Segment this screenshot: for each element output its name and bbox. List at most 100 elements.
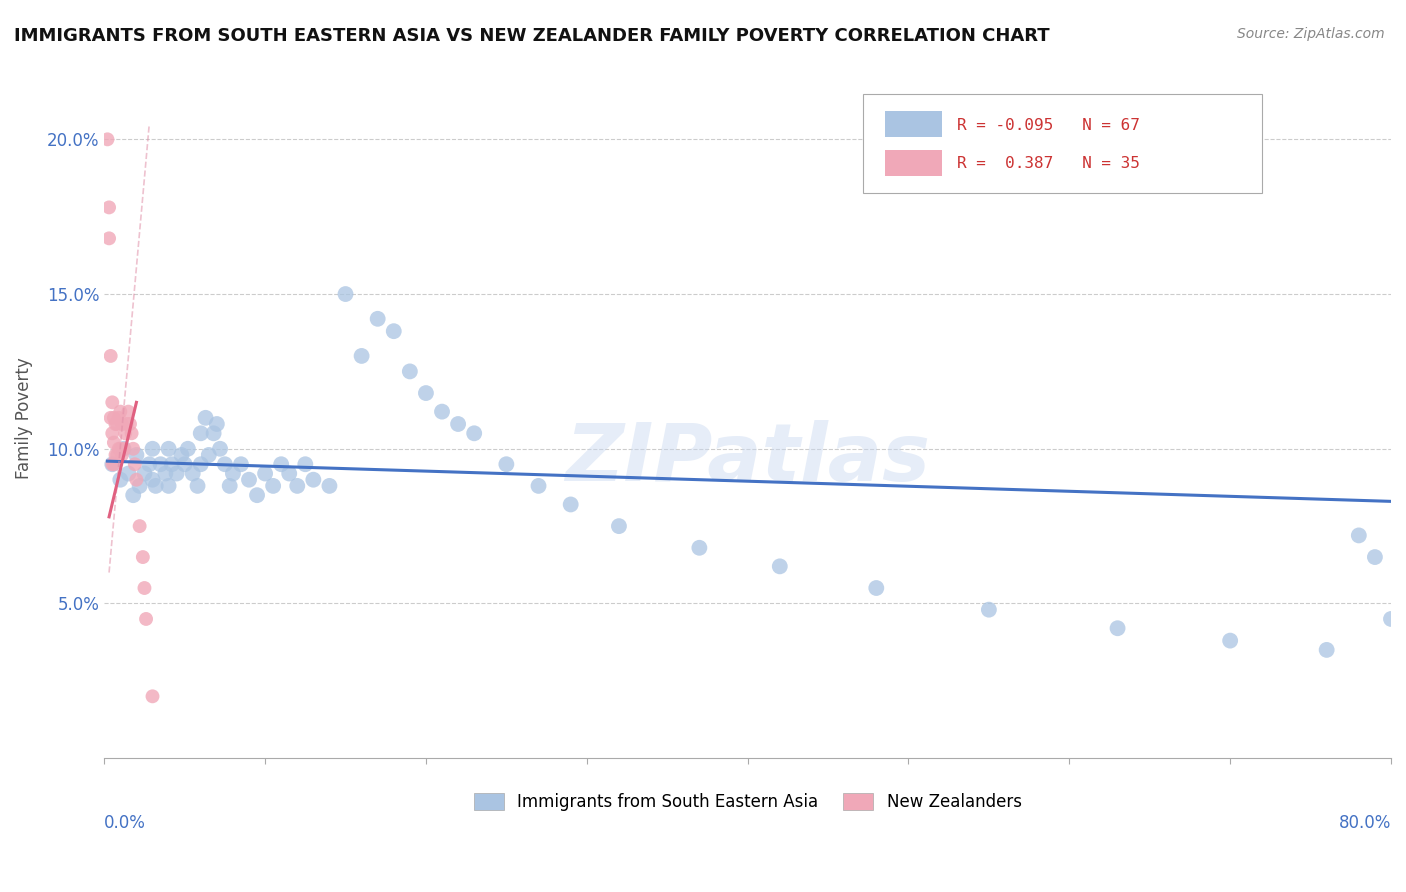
Point — [104, 448, 127, 462]
Point — [166, 467, 188, 481]
Point — [122, 488, 145, 502]
Point — [350, 349, 373, 363]
Point — [117, 404, 139, 418]
Point — [100, 410, 122, 425]
Point — [100, 349, 122, 363]
Point — [125, 473, 148, 487]
Point — [254, 467, 277, 481]
Point — [214, 457, 236, 471]
Point — [246, 488, 269, 502]
Point — [117, 467, 139, 481]
Point — [769, 559, 792, 574]
Legend: Immigrants from South Eastern Asia, New Zealanders: Immigrants from South Eastern Asia, New … — [467, 787, 1028, 818]
Point — [218, 479, 240, 493]
Point — [141, 473, 163, 487]
Point — [865, 581, 887, 595]
FancyBboxPatch shape — [886, 150, 942, 176]
Text: 0.0%: 0.0% — [104, 814, 146, 832]
Point — [149, 457, 172, 471]
Point — [209, 442, 232, 456]
Point — [98, 231, 121, 245]
Point — [560, 498, 582, 512]
Point — [134, 581, 156, 595]
Point — [98, 201, 121, 215]
Point — [128, 519, 150, 533]
Point — [135, 612, 157, 626]
Point — [110, 473, 132, 487]
Point — [194, 410, 217, 425]
Point — [399, 364, 422, 378]
Point — [125, 448, 148, 462]
Point — [101, 395, 124, 409]
Point — [122, 442, 145, 456]
Point — [262, 479, 284, 493]
Point — [134, 467, 156, 481]
Point — [155, 467, 177, 481]
Point — [1107, 621, 1129, 635]
Text: R =  0.387   N = 35: R = 0.387 N = 35 — [957, 156, 1140, 171]
Point — [1379, 612, 1402, 626]
Y-axis label: Family Poverty: Family Poverty — [15, 357, 32, 479]
Point — [977, 602, 1000, 616]
Point — [527, 479, 550, 493]
Point — [112, 442, 135, 456]
Point — [1316, 643, 1339, 657]
Point — [141, 690, 163, 704]
Point — [415, 386, 437, 401]
Point — [101, 457, 124, 471]
Point — [238, 473, 260, 487]
Point — [190, 426, 212, 441]
Text: ZIPatlas: ZIPatlas — [565, 419, 931, 498]
Point — [141, 442, 163, 456]
Point — [104, 417, 127, 431]
Point — [318, 479, 340, 493]
Point — [111, 417, 134, 431]
Point — [138, 457, 160, 471]
Point — [157, 442, 180, 456]
Point — [105, 448, 128, 462]
Point — [115, 417, 138, 431]
Point — [96, 132, 118, 146]
Point — [173, 457, 195, 471]
Point — [132, 550, 155, 565]
Text: IMMIGRANTS FROM SOUTH EASTERN ASIA VS NEW ZEALANDER FAMILY POVERTY CORRELATION C: IMMIGRANTS FROM SOUTH EASTERN ASIA VS NE… — [14, 27, 1050, 45]
Point — [335, 287, 357, 301]
Point — [103, 435, 125, 450]
Point — [157, 479, 180, 493]
Point — [145, 479, 167, 493]
Point — [285, 479, 308, 493]
Point — [118, 417, 141, 431]
Point — [112, 442, 135, 456]
Point — [688, 541, 710, 555]
Point — [278, 467, 301, 481]
Point — [205, 417, 228, 431]
Point — [294, 457, 316, 471]
Point — [270, 457, 292, 471]
Point — [382, 324, 405, 338]
Point — [110, 442, 132, 456]
Point — [107, 410, 129, 425]
Point — [170, 448, 193, 462]
Point — [607, 519, 630, 533]
Point — [202, 426, 225, 441]
Point — [430, 404, 453, 418]
Point — [107, 442, 129, 456]
Point — [101, 426, 124, 441]
Point — [114, 426, 136, 441]
Text: R = -0.095   N = 67: R = -0.095 N = 67 — [957, 118, 1140, 133]
Point — [229, 457, 252, 471]
Point — [495, 457, 517, 471]
Point — [101, 457, 124, 471]
Point — [222, 467, 245, 481]
Point — [103, 457, 125, 471]
Point — [186, 479, 208, 493]
Point — [463, 426, 485, 441]
Point — [160, 457, 183, 471]
Point — [105, 417, 128, 431]
Point — [367, 311, 389, 326]
FancyBboxPatch shape — [863, 95, 1263, 194]
Point — [103, 410, 125, 425]
Point — [447, 417, 470, 431]
Point — [177, 442, 200, 456]
Point — [302, 473, 325, 487]
